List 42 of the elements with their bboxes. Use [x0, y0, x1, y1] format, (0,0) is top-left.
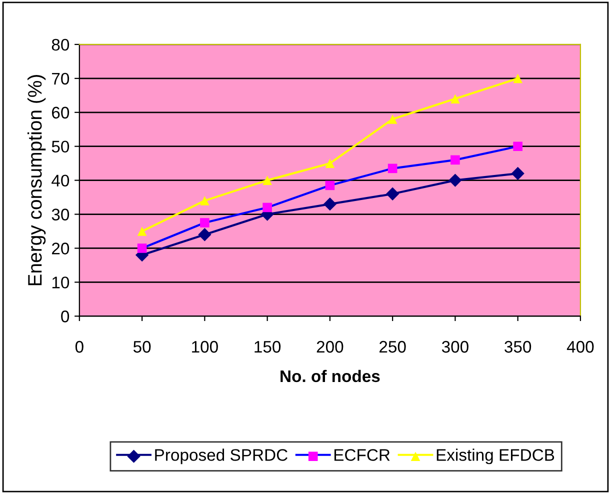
legend-label: Existing EFDCB: [436, 448, 554, 464]
point: [262, 202, 272, 212]
point: [137, 226, 147, 236]
point: [386, 187, 400, 200]
y-tick-label: 40: [52, 174, 70, 187]
y-tick-label: 50: [52, 140, 70, 153]
y-tick-label: 30: [52, 208, 70, 220]
x-tick-label: 400: [566, 340, 594, 353]
y-tick-label: 60: [52, 106, 70, 119]
point: [448, 174, 462, 187]
point: [262, 176, 272, 185]
point: [200, 196, 210, 206]
point: [450, 94, 460, 104]
point: [388, 164, 398, 174]
x-tick-label: 200: [316, 340, 344, 353]
x-tick-label: 150: [254, 340, 281, 353]
x-axis-title: No. of nodes: [280, 370, 380, 382]
point: [513, 74, 522, 84]
legend-label: Proposed SPRDC: [155, 448, 288, 464]
x-tick-label: 50: [133, 340, 151, 353]
y-tick-label: 20: [52, 242, 70, 254]
point: [198, 228, 212, 242]
point: [513, 142, 522, 152]
y-tick-label: 70: [52, 72, 70, 85]
point: [450, 155, 460, 165]
x-tick-label: 250: [380, 340, 406, 353]
point: [200, 218, 210, 228]
x-tick-label: 300: [442, 340, 468, 353]
y-tick-label: 0: [61, 310, 70, 322]
y-tick-label: 80: [52, 38, 70, 51]
point: [511, 166, 524, 180]
y-tick-label: 10: [52, 276, 70, 288]
x-tick-label: 100: [192, 340, 218, 353]
point: [388, 114, 398, 124]
point: [325, 180, 335, 190]
point: [137, 244, 147, 253]
point: [323, 197, 337, 211]
point: [325, 158, 335, 168]
x-tick-label: 0: [75, 340, 84, 353]
x-tick-label: 350: [504, 340, 532, 353]
y-axis-title: Energy consumption (%): [27, 75, 46, 286]
legend-label: ECFCR: [334, 449, 390, 461]
